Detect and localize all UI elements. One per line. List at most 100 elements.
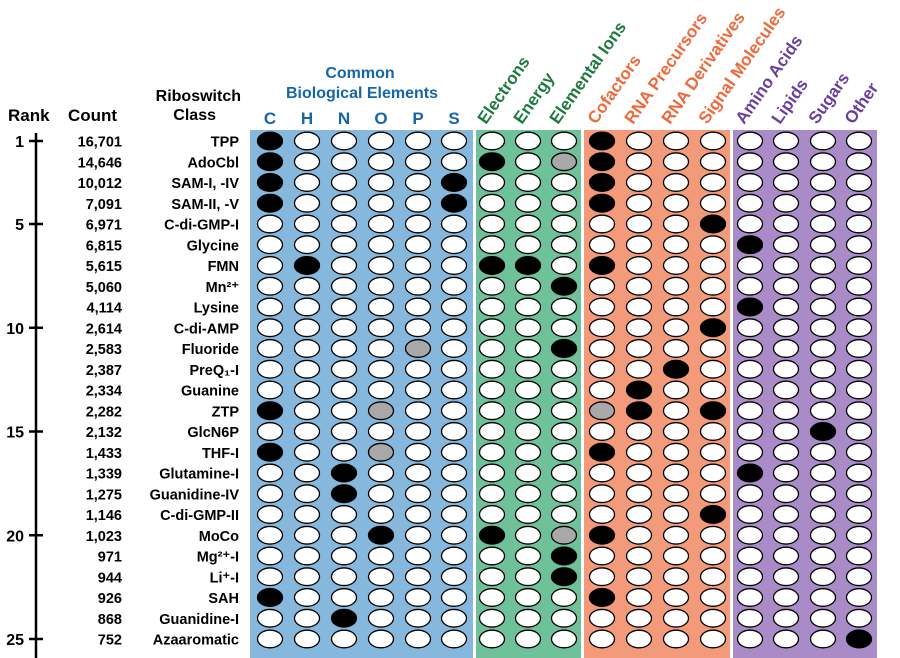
matrix-cell [550,422,578,441]
common-elements-panel [250,130,473,658]
matrix-cell [293,235,321,255]
matrix-cell [845,608,873,628]
row-class-name: Li⁺-I [210,570,239,586]
matrix-cell [772,505,800,524]
matrix-cell [367,380,395,400]
matrix-cell [625,276,653,296]
row-class-name: Fluoride [182,342,239,358]
matrix-cell [845,318,873,338]
matrix-cell [662,546,690,566]
matrix-cell [478,401,506,421]
matrix-cell [772,463,800,483]
matrix-cell [845,339,873,358]
matrix-cell [367,276,395,296]
matrix-cell [845,173,873,192]
matrix-cell [440,318,468,338]
element-label-n: N [338,109,350,128]
matrix-cell [736,193,764,213]
matrix-cell [256,629,284,649]
matrix-cell [330,442,358,462]
matrix-cell [809,546,837,566]
row-count: 6,971 [86,218,122,234]
matrix-cell [588,276,616,296]
matrix-cell [736,629,764,649]
matrix-cell [809,297,837,317]
matrix-cell [662,442,690,462]
matrix-cell [845,276,873,296]
matrix-cell [699,463,727,483]
matrix-cell [736,525,764,545]
matrix-cell [588,256,616,275]
count-header: Count [68,106,117,125]
element-label-c: C [264,109,276,128]
matrix-cell [404,525,432,545]
matrix-cell [404,442,432,462]
matrix-cell [809,567,837,587]
matrix-cell [330,567,358,587]
matrix-cell [478,297,506,317]
matrix-cell [330,484,358,504]
matrix-cell [588,401,616,421]
matrix-cell [772,442,800,462]
matrix-cell [293,546,321,566]
matrix-cell [625,152,653,172]
matrix-cell [256,339,284,358]
matrix-cell [256,567,284,587]
matrix-cell [514,442,542,462]
matrix-cell [809,525,837,545]
row-class-name: ZTP [212,404,240,420]
matrix-cell [772,318,800,338]
row-count: 971 [98,550,122,566]
matrix-cell [772,567,800,587]
matrix-cell [550,567,578,587]
matrix-cell [330,588,358,607]
rank-tick-label-1: 1 [15,134,24,151]
matrix-cell [772,588,800,607]
matrix-cell [478,339,506,358]
matrix-cell [662,214,690,234]
matrix-cell [330,380,358,400]
matrix-cell [478,567,506,587]
matrix-cell [404,505,432,524]
row-class-name: Azaaromatic [153,633,239,649]
matrix-cell [330,131,358,151]
matrix-cell [845,463,873,483]
matrix-cell [293,422,321,441]
matrix-cell [699,359,727,379]
matrix-cell [404,297,432,317]
ligand-matrix [256,131,873,649]
matrix-cell [588,484,616,504]
matrix-cell [699,235,727,255]
matrix-cell [514,505,542,524]
matrix-cell [440,173,468,192]
matrix-cell [588,359,616,379]
row-class-name: TPP [211,135,240,151]
matrix-cell [293,567,321,587]
matrix-cell [550,152,578,172]
matrix-cell [772,484,800,504]
matrix-cell [625,629,653,649]
matrix-cell [845,214,873,234]
matrix-cell [404,214,432,234]
matrix-cell [772,629,800,649]
matrix-cell [440,484,468,504]
matrix-cell [699,131,727,151]
row-count: 10,012 [78,176,122,192]
matrix-cell [367,525,395,545]
element-label-p: P [412,109,423,128]
matrix-cell [736,608,764,628]
matrix-cell [293,152,321,172]
matrix-cell [293,173,321,192]
matrix-cell [588,297,616,317]
matrix-cell [772,256,800,275]
matrix-cell [367,463,395,483]
matrix-cell [514,380,542,400]
matrix-cell [478,359,506,379]
matrix-cell [772,193,800,213]
matrix-cell [256,318,284,338]
matrix-cell [662,463,690,483]
matrix-cell [367,608,395,628]
matrix-cell [404,152,432,172]
matrix-cell [550,193,578,213]
matrix-cell [478,256,506,275]
